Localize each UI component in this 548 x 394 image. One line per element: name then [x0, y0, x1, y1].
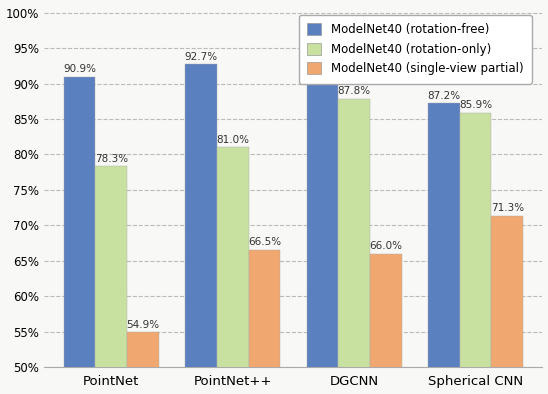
Text: 78.3%: 78.3% — [95, 154, 128, 164]
Bar — [249, 250, 280, 394]
Bar — [64, 77, 95, 394]
Bar — [339, 99, 370, 394]
Bar — [185, 64, 217, 394]
Bar — [370, 254, 402, 394]
Bar — [460, 113, 492, 394]
Bar — [307, 61, 339, 394]
Bar — [339, 99, 370, 394]
Text: 81.0%: 81.0% — [216, 134, 249, 145]
Bar — [370, 254, 402, 394]
Text: 90.9%: 90.9% — [63, 64, 96, 74]
Legend: ModelNet40 (rotation-free), ModelNet40 (rotation-only), ModelNet40 (single-view : ModelNet40 (rotation-free), ModelNet40 (… — [299, 15, 532, 84]
Text: 93.2%: 93.2% — [306, 48, 339, 58]
Bar — [95, 167, 127, 394]
Bar — [217, 147, 249, 394]
Text: 71.3%: 71.3% — [490, 203, 524, 213]
Bar — [460, 113, 492, 394]
Bar — [492, 216, 523, 394]
Text: 54.9%: 54.9% — [126, 320, 159, 329]
Bar — [185, 64, 217, 394]
Bar — [429, 103, 460, 394]
Bar — [64, 77, 95, 394]
Bar — [127, 333, 159, 394]
Text: 66.5%: 66.5% — [248, 237, 281, 247]
Bar — [217, 147, 249, 394]
Text: 87.2%: 87.2% — [427, 91, 461, 100]
Text: 87.8%: 87.8% — [338, 86, 371, 96]
Bar — [429, 103, 460, 394]
Text: 85.9%: 85.9% — [459, 100, 492, 110]
Bar — [95, 167, 127, 394]
Bar — [492, 216, 523, 394]
Bar — [249, 250, 280, 394]
Text: 66.0%: 66.0% — [369, 241, 402, 251]
Bar — [127, 333, 159, 394]
Bar — [307, 61, 339, 394]
Text: 92.7%: 92.7% — [185, 52, 218, 61]
